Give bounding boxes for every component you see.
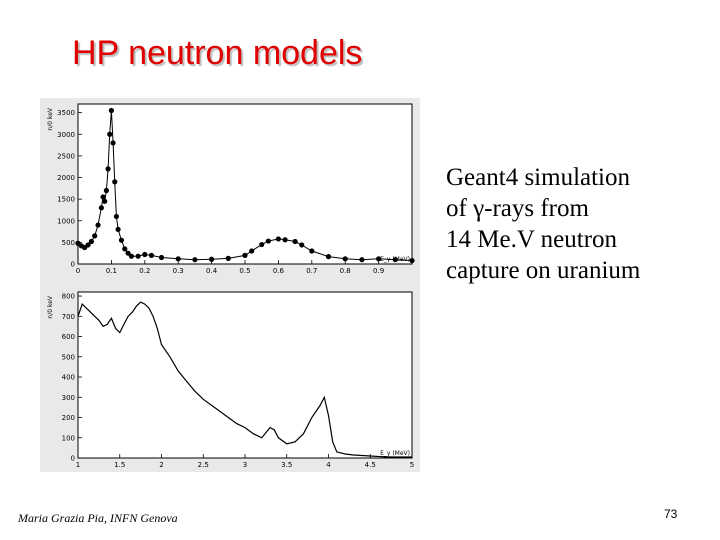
data-point [142,251,148,258]
data-point [100,194,106,200]
data-point [128,253,135,259]
spectrum-figure: 0 0.1 0.2 0.3 0.4 0.5 0.6 0.7 0.8 0.9 0 500 1000 1500… [40,98,420,472]
y-tick-label: 300 [62,394,75,402]
data-point [112,179,118,185]
y-tick-label: 0 [71,455,75,463]
data-point [85,242,91,248]
data-point [265,238,271,244]
y-tick-label: 3000 [57,131,75,139]
data-point [249,248,255,254]
y-tick-label: 100 [62,434,75,442]
spectrum-panel-2: 1 1.5 2 2.5 3 3.5 4 4.5 5 0 100 200 300 400 500 600 700 8… [47,291,414,469]
y-tick-label: 2500 [57,152,75,160]
x-tick-label: 0.8 [340,267,351,275]
x-tick-label: 1 [76,461,80,469]
caption-line: capture on uranium [446,257,641,284]
x-tick-label: 5 [410,461,414,469]
data-point [225,255,231,261]
data-point [392,257,398,263]
data-point [115,226,121,233]
data-point [118,237,125,243]
plot-frame [77,291,413,459]
x-tick-label: 0 [76,267,80,275]
y-tick-label: 500 [62,239,75,247]
data-point [409,257,415,264]
data-point [282,237,288,243]
slide-title: HP neutron models [72,34,363,72]
data-point [148,252,155,258]
footer-author: Maria Grazia Pia, INFN Genova [18,511,178,525]
y-tick-label: 500 [62,353,75,361]
data-point [92,233,98,239]
x-tick-label: 0.4 [206,267,218,275]
x-tick-label: 3.5 [281,461,292,469]
data-point [98,205,104,211]
y-axis-label: n/0 keV [47,107,54,131]
data-point [192,257,198,263]
y-tick-label: 600 [62,333,75,341]
data-point [292,238,298,245]
data-point [259,241,265,248]
y-axis-label: n/0 keV [47,295,54,319]
x-tick-label: 3 [243,461,247,469]
x-tick-label: 2 [159,461,163,469]
data-point [88,238,94,245]
caption-line: Geant4 simulation [446,164,630,191]
y-tick-label: 800 [62,293,75,301]
data-point [299,242,305,248]
data-point [209,256,215,262]
data-point [122,246,128,252]
data-point [175,256,181,262]
x-tick-label: 0.3 [173,267,184,275]
data-point [135,253,141,259]
spectrum-charts-svg: 0 0.1 0.2 0.3 0.4 0.5 0.6 0.7 0.8 0.9050010001500… [47,103,415,469]
y-tick-label: 0 [71,261,75,269]
data-point [158,254,165,261]
x-tick-label: 0.7 [306,267,317,275]
data-point [108,107,114,114]
page-number: 73 [664,507,678,521]
x-tick-label: 0.2 [139,267,150,275]
data-point [309,248,315,254]
series-line [77,301,412,458]
data-point [242,252,248,258]
y-tick-label: 700 [62,313,75,321]
y-tick-label: 200 [62,414,75,422]
data-point [107,131,113,137]
slide-caption: Geant4 simulation of γ-rays from 14 Me.V… [446,162,706,286]
data-point [95,222,101,228]
data-point [110,140,116,146]
data-point [376,256,382,262]
data-point [359,257,365,263]
x-tick-label: 0.5 [239,267,250,275]
data-point [105,166,111,172]
data-point [275,236,281,242]
data-point [325,254,332,260]
y-tick-label: 3500 [57,109,75,117]
caption-line: 14 Me.V neutron [446,226,618,253]
data-point [103,187,109,194]
x-tick-label: 2.5 [198,461,209,469]
x-tick-label: 0.1 [106,267,117,275]
y-tick-label: 2000 [57,174,75,182]
x-tick-label: 4 [326,461,331,469]
y-tick-label: 1500 [57,196,75,204]
y-tick-label: 1000 [57,217,75,225]
x-tick-label: 0.6 [273,267,285,275]
caption-line: of γ-rays from [446,195,589,222]
y-tick-label: 400 [62,374,75,382]
data-point [102,198,108,204]
data-point [113,213,120,220]
data-point [342,256,348,262]
x-tick-label: 1.5 [114,461,125,469]
data-point [125,250,131,256]
plot-frame [77,103,413,265]
x-axis-label: E_γ (MeV) [380,450,410,457]
x-tick-label: 4.5 [365,461,376,469]
spectrum-panel-1: 0 0.1 0.2 0.3 0.4 0.5 0.6 0.7 0.8 0.9 0 500 1000 1500… [47,103,415,275]
x-tick-label: 0.9 [373,267,384,275]
